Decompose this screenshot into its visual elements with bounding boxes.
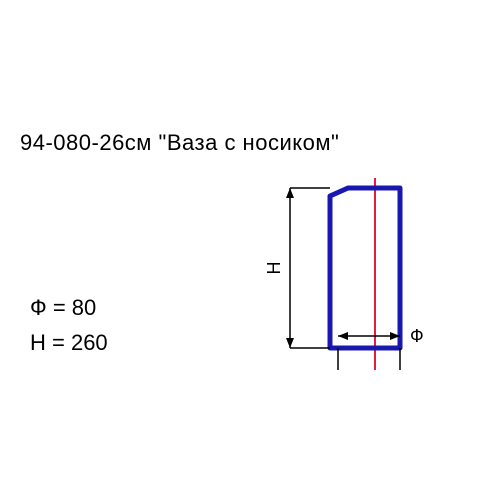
svg-text:Ф: Ф	[410, 326, 424, 346]
drawing-title: 94-080-26см "Ваза с носиком"	[20, 130, 339, 156]
dimension-h: H = 260	[30, 330, 108, 356]
technical-drawing: HФ	[260, 170, 480, 390]
dimension-phi: Ф = 80	[30, 295, 96, 321]
svg-text:H: H	[264, 262, 284, 275]
